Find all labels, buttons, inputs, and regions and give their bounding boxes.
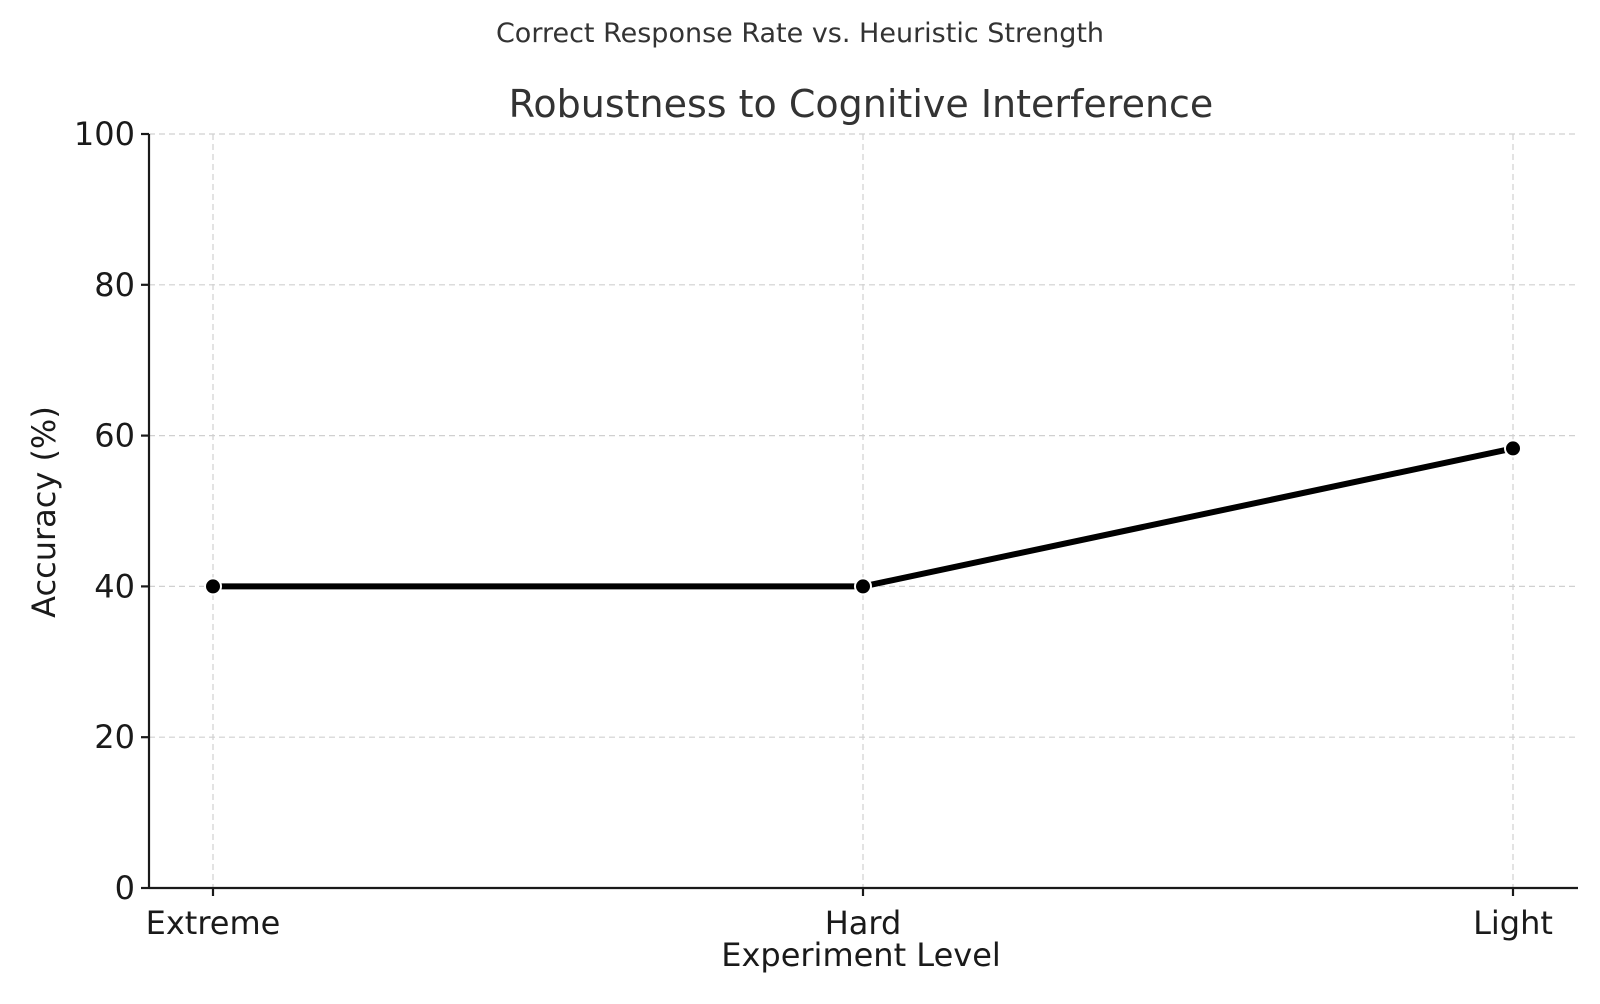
y-tick-label: 0 [115, 869, 135, 907]
y-tick-label: 60 [94, 417, 135, 455]
y-tick-label: 20 [94, 718, 135, 756]
x-axis-label: Experiment Level [721, 936, 1001, 974]
data-point [854, 577, 872, 596]
chart-suptitle: Correct Response Rate vs. Heuristic Stre… [496, 18, 1104, 49]
y-tick-label: 100 [74, 115, 135, 153]
x-ticks: Extreme Hard Light [146, 888, 1553, 942]
grid [149, 133, 1578, 888]
x-tick-label: Hard [825, 904, 902, 942]
data-point [1504, 439, 1522, 458]
y-axis-label: Accuracy (%) [25, 406, 63, 618]
x-tick-label: Light [1473, 904, 1553, 942]
series [204, 439, 1522, 596]
x-tick-label: Extreme [146, 904, 281, 942]
y-ticks: 0 20 40 60 80 100 [74, 115, 149, 907]
data-point [204, 577, 222, 596]
y-tick-label: 80 [94, 266, 135, 304]
y-tick-label: 40 [94, 567, 135, 605]
chart-title: Robustness to Cognitive Interference [509, 82, 1214, 126]
